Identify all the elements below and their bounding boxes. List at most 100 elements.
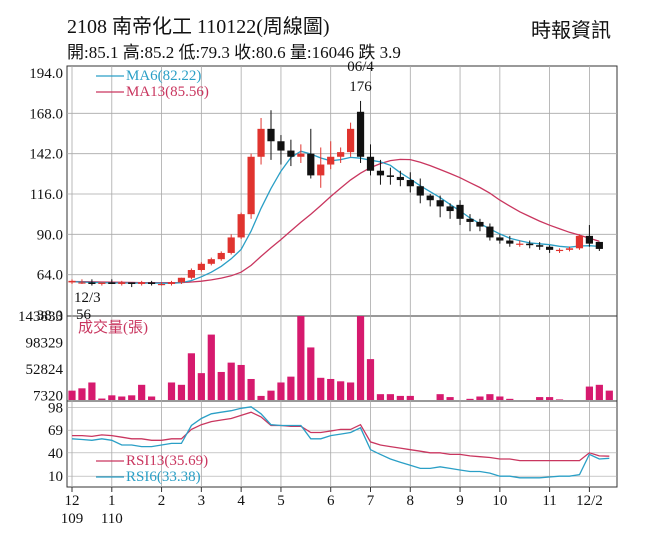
candle-up [237,214,245,238]
chart-title: 2108 南帝化工 110122(周線圖) [67,16,330,38]
volume-bar [237,364,245,400]
volume-bar [78,388,86,400]
candle-down [496,237,504,241]
candle-up [157,283,166,286]
candle-up [317,164,325,176]
candle-up [516,243,524,245]
month-label: 3 [198,493,206,509]
volume-bar [108,395,116,400]
rsi6-line [71,406,610,479]
month-label: 10 [492,493,507,509]
rsi13-line [72,411,610,462]
candle-down [506,240,514,244]
volume-bar [555,399,564,400]
month-label: 1 [108,493,116,509]
candle-up [207,259,215,264]
volume-bar [585,386,593,400]
month-label: 5 [277,493,285,509]
month-label: 12 [65,493,80,509]
candle-up [78,282,86,284]
candle-down [277,141,285,151]
candle-down [267,128,275,142]
candle-up [327,156,335,165]
volume-bar [207,334,215,400]
year-label: 110 [101,511,123,527]
volume-tick-label: 143833 [18,309,63,325]
volume-bar [406,395,414,400]
volume-bar [88,382,96,400]
month-label: 12/2 [576,493,603,509]
candle-down [446,206,454,212]
candle-down [426,195,434,201]
volume-bar [277,382,285,400]
volume-tick-label: 98329 [26,336,64,352]
rsi-panel-frame [66,400,618,488]
price-tick-label: 194.0 [29,66,63,82]
candle-down [108,282,116,284]
year-label: 109 [61,511,84,527]
volume-bar [177,384,186,400]
candle-up [187,270,195,278]
price-tick-label: 116.0 [30,187,63,203]
candle-down [356,111,365,157]
candle-up [138,282,146,284]
candle-up [555,249,564,252]
candle-down [366,156,375,171]
volume-bar [317,377,325,400]
candle-down [396,176,404,181]
price-tick-label: 64.0 [37,268,63,284]
candle-up [118,282,126,284]
candle-up [575,235,584,249]
ma13-legend-label: MA13(85.56) [126,84,209,100]
rsi-tick-label: 40 [48,446,63,462]
volume-bar [307,347,315,400]
volume-bar [386,394,394,400]
ma6-line [71,150,600,285]
price-tick-label: 90.0 [37,227,63,243]
month-label: 8 [407,493,415,509]
candle-down [416,186,424,196]
candle-up [565,248,574,250]
volume-bar [197,373,205,400]
volume-bar [247,378,255,400]
month-label: 2 [158,493,166,509]
volume-bar [605,390,613,400]
volume-tick-label: 7320 [33,389,63,405]
ma13-line [71,158,600,284]
candle-down [287,150,295,157]
candle-up [217,252,225,260]
volume-bar [187,353,195,400]
candle-up [337,152,345,157]
volume-bar [337,381,345,400]
candle-down [476,221,484,227]
volume-title: 成交量(張) [78,318,148,336]
candle-up [297,153,305,157]
volume-bar [267,390,275,400]
volume-bar [595,384,603,400]
volume-bar [297,316,305,400]
month-label: 11 [542,493,556,509]
volume-tick-label: 52824 [26,362,64,378]
low-value-label: 56 [76,307,92,323]
volume-bar [466,398,474,400]
volume-bar [68,390,76,400]
month-label: 9 [456,493,464,509]
volume-bar [376,394,385,400]
rsi-tick-label: 10 [48,469,63,485]
volume-bar [356,316,365,400]
volume-bar [396,395,404,400]
low-date-label: 12/3 [74,290,101,306]
candle-down [456,204,464,219]
candle-up [68,280,76,283]
price-tick-label: 142.0 [29,147,63,163]
candle-down [376,170,385,176]
volume-bar [496,396,504,400]
volume-bar [287,376,295,400]
volume-bar [476,396,484,400]
candle-down [386,175,394,177]
volume-bar [436,394,444,400]
candle-down [486,226,494,238]
volume-bar [486,394,494,400]
volume-bar [257,395,265,400]
